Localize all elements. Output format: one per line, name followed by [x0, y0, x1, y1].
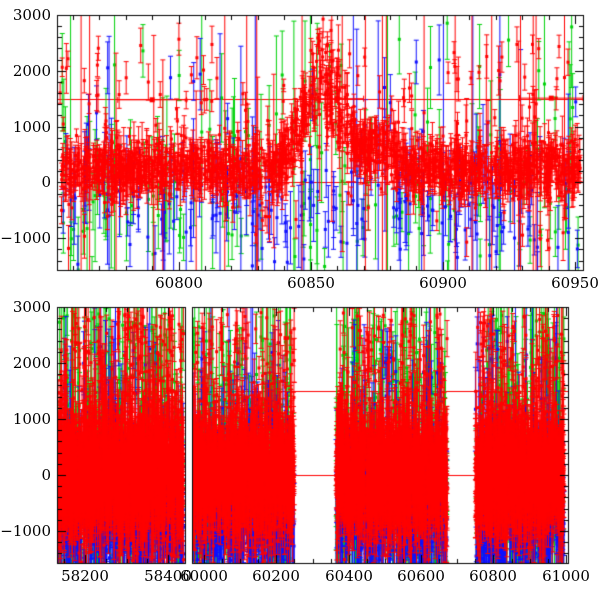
x-tick-label: 58200 [61, 567, 109, 585]
x-tick-label: 60950 [551, 274, 599, 292]
y-tick-label: 2000 [12, 62, 51, 80]
y-tick-label: 2000 [12, 354, 51, 372]
y-tick-label: 3000 [12, 298, 51, 316]
x-tick-label: 60900 [419, 274, 467, 292]
y-tick-label: 0 [41, 466, 51, 484]
y-tick-label: 1000 [12, 410, 51, 428]
x-tick-label: 60800 [155, 274, 203, 292]
x-tick-label: 60000 [180, 567, 228, 585]
y-tick-label: −1000 [0, 522, 51, 540]
y-tick-label: −1000 [0, 229, 51, 247]
x-tick-label: 58400 [144, 567, 192, 585]
y-tick-label: 3000 [12, 6, 51, 24]
x-tick-label: 60400 [325, 567, 373, 585]
x-tick-label: 60200 [252, 567, 300, 585]
y-tick-label: 1000 [12, 118, 51, 136]
y-tick-label: 0 [41, 173, 51, 191]
x-tick-label: 60600 [397, 567, 445, 585]
x-tick-label: 60850 [287, 274, 335, 292]
x-tick-label: 60800 [469, 567, 517, 585]
x-tick-label: 61000 [542, 567, 590, 585]
